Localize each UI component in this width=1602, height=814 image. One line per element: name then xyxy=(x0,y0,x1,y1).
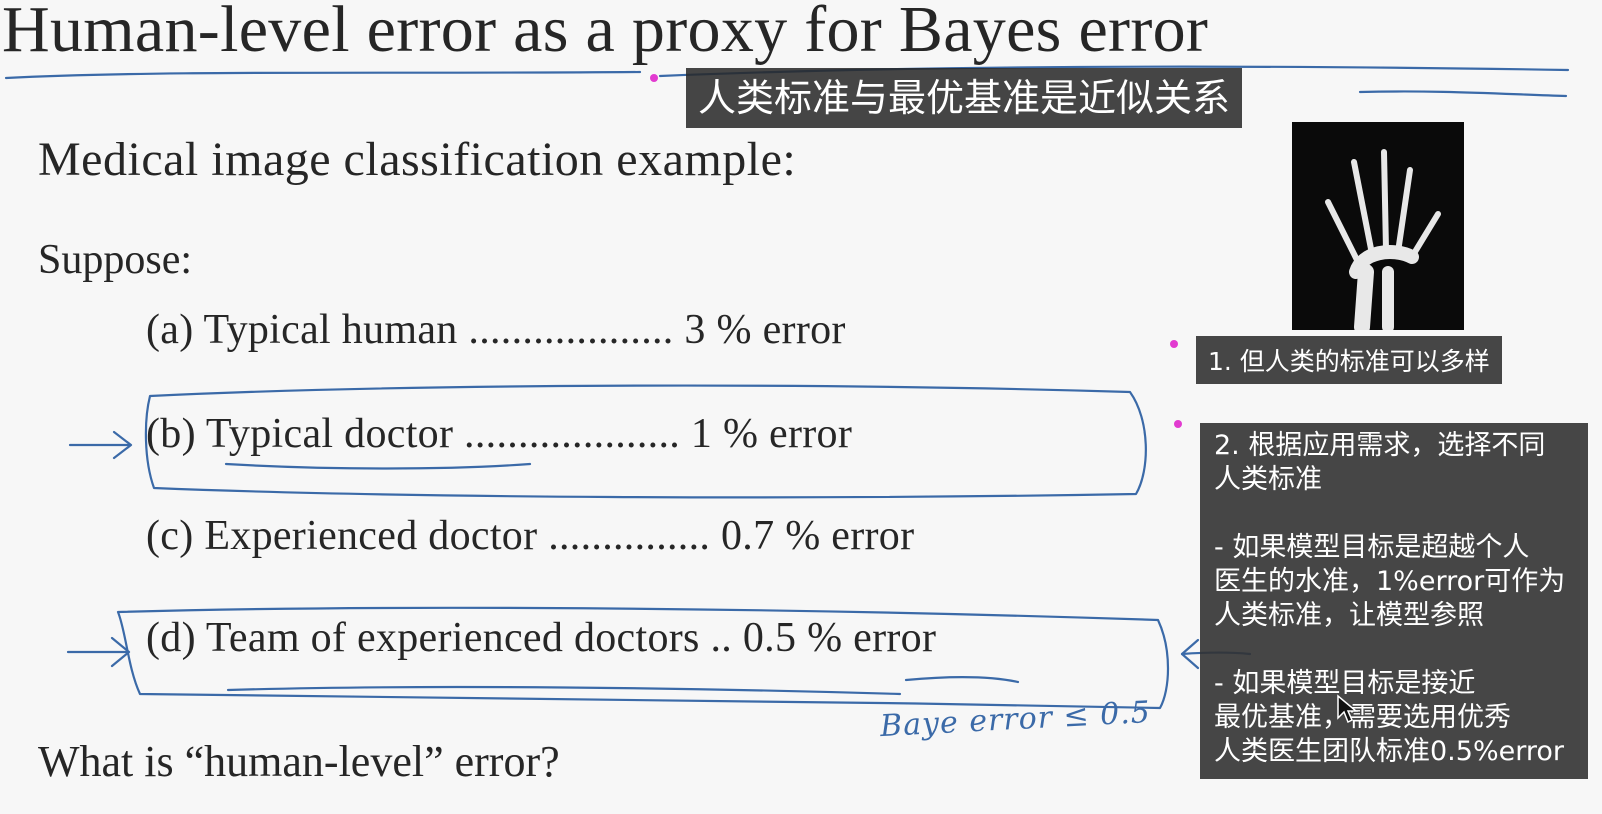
suppose-label: Suppose: xyxy=(38,237,193,283)
arrow-d-head xyxy=(110,636,131,668)
note-2[interactable]: 2. 根据应用需求，选择不同 人类标准 - 如果模型目标是超越个人 医生的水准，… xyxy=(1200,423,1588,779)
marker-dot xyxy=(1170,340,1178,348)
underline-typical-doctor xyxy=(224,462,532,470)
mouse-cursor-icon xyxy=(1337,694,1358,724)
bayes-error-note: Baye error ≤ 0.5 xyxy=(879,694,1152,745)
hand-xray-image xyxy=(1292,122,1464,335)
title-underline-right-2 xyxy=(1358,90,1568,98)
note-title-caption[interactable]: 人类标准与最优基准是近似关系 xyxy=(686,68,1243,128)
underline-team xyxy=(226,685,902,696)
slide-subtitle: Medical image classification example: xyxy=(38,133,797,186)
item-typical-human: (a) Typical human ................... 3 … xyxy=(146,307,846,353)
item-experienced-doctor: (c) Experienced doctor ............... 0… xyxy=(146,513,915,559)
note-1[interactable]: 1. 但人类的标准可以多样 xyxy=(1196,336,1502,384)
item-typical-doctor: (b) Typical doctor .................... … xyxy=(146,411,853,457)
underline-value-05 xyxy=(904,676,1020,684)
question-text: What is “human-level” error? xyxy=(38,737,560,786)
title-underline-left xyxy=(4,70,642,80)
marker-dot xyxy=(650,74,658,82)
slide-title: Human-level error as a proxy for Bayes e… xyxy=(2,0,1209,66)
marker-dot xyxy=(1174,420,1182,428)
arrow-right-head xyxy=(1180,638,1200,670)
arrow-b-head xyxy=(112,430,133,460)
item-team-of-doctors: (d) Team of experienced doctors .. 0.5 %… xyxy=(146,615,937,661)
